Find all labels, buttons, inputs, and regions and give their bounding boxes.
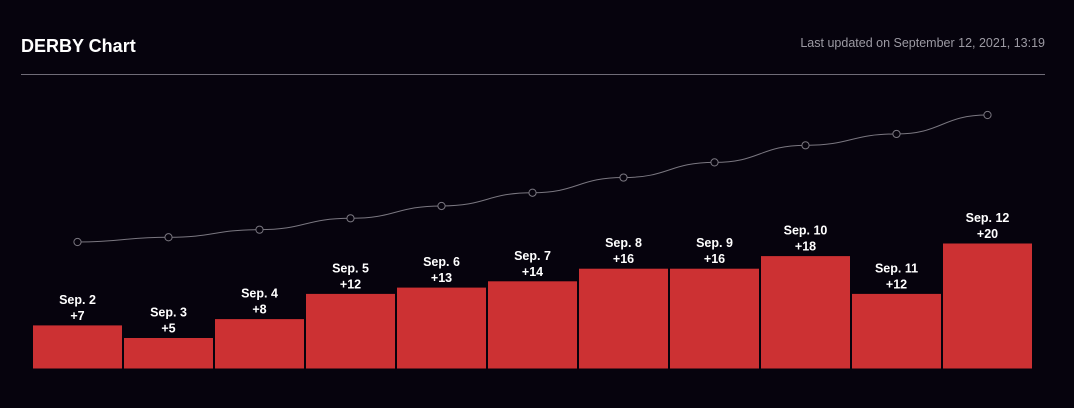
bar xyxy=(123,337,214,370)
line-point xyxy=(710,158,719,167)
line-point xyxy=(346,214,355,223)
bar-value-label: +13 xyxy=(431,271,452,285)
bar-value-label: +16 xyxy=(704,252,725,266)
bar-category-label: Sep. 7 xyxy=(514,249,551,263)
bar xyxy=(669,267,760,370)
chart-title: DERBY Chart xyxy=(21,36,136,56)
bar xyxy=(851,292,942,370)
bar xyxy=(396,286,487,370)
bar-value-label: +16 xyxy=(613,252,634,266)
bar-value-label: +20 xyxy=(977,227,998,241)
bar-value-label: +12 xyxy=(340,277,361,291)
line-point xyxy=(801,141,810,150)
bar xyxy=(578,267,669,370)
bar-category-label: Sep. 6 xyxy=(423,255,460,269)
line-point xyxy=(983,110,992,120)
bar xyxy=(487,280,578,370)
line-point xyxy=(73,237,82,247)
chart-header: DERBY Chart Last updated on September 12… xyxy=(21,30,1045,75)
bar-value-label: +12 xyxy=(886,277,907,291)
bar-category-label: Sep. 12 xyxy=(966,211,1010,225)
bar xyxy=(214,318,305,370)
bar-category-label: Sep. 8 xyxy=(605,236,642,250)
bar-category-label: Sep. 3 xyxy=(150,306,187,320)
bar-category-label: Sep. 11 xyxy=(875,261,918,275)
bar-category-label: Sep. 10 xyxy=(784,224,828,238)
line-point xyxy=(892,129,901,139)
line-point xyxy=(528,188,537,197)
bar-category-label: Sep. 2 xyxy=(59,293,96,307)
bar xyxy=(32,324,123,370)
bar xyxy=(305,292,396,370)
bar-value-label: +8 xyxy=(252,303,266,317)
line-point xyxy=(164,233,173,242)
bar-value-label: +7 xyxy=(70,309,84,323)
last-updated-text: Last updated on September 12, 2021, 13:1… xyxy=(800,36,1045,50)
line-point xyxy=(619,173,628,182)
line-series xyxy=(73,110,992,247)
line-point xyxy=(437,201,446,211)
bar-series: Sep. 2 +7 Sep. 3 +5 Sep. 4 +8 Sep. 5 +12 Sep. 6 +… xyxy=(32,211,1033,370)
bar-value-label: +5 xyxy=(161,322,175,336)
bar-category-label: Sep. 5 xyxy=(332,261,369,275)
bar-value-label: +14 xyxy=(522,265,543,279)
line-point xyxy=(255,225,264,234)
bar-category-label: Sep. 9 xyxy=(696,236,733,250)
bar-category-label: Sep. 4 xyxy=(241,287,278,301)
cumulative-line xyxy=(77,114,988,243)
bar xyxy=(942,242,1033,370)
bar-value-label: +18 xyxy=(795,240,816,254)
bar xyxy=(760,255,851,370)
